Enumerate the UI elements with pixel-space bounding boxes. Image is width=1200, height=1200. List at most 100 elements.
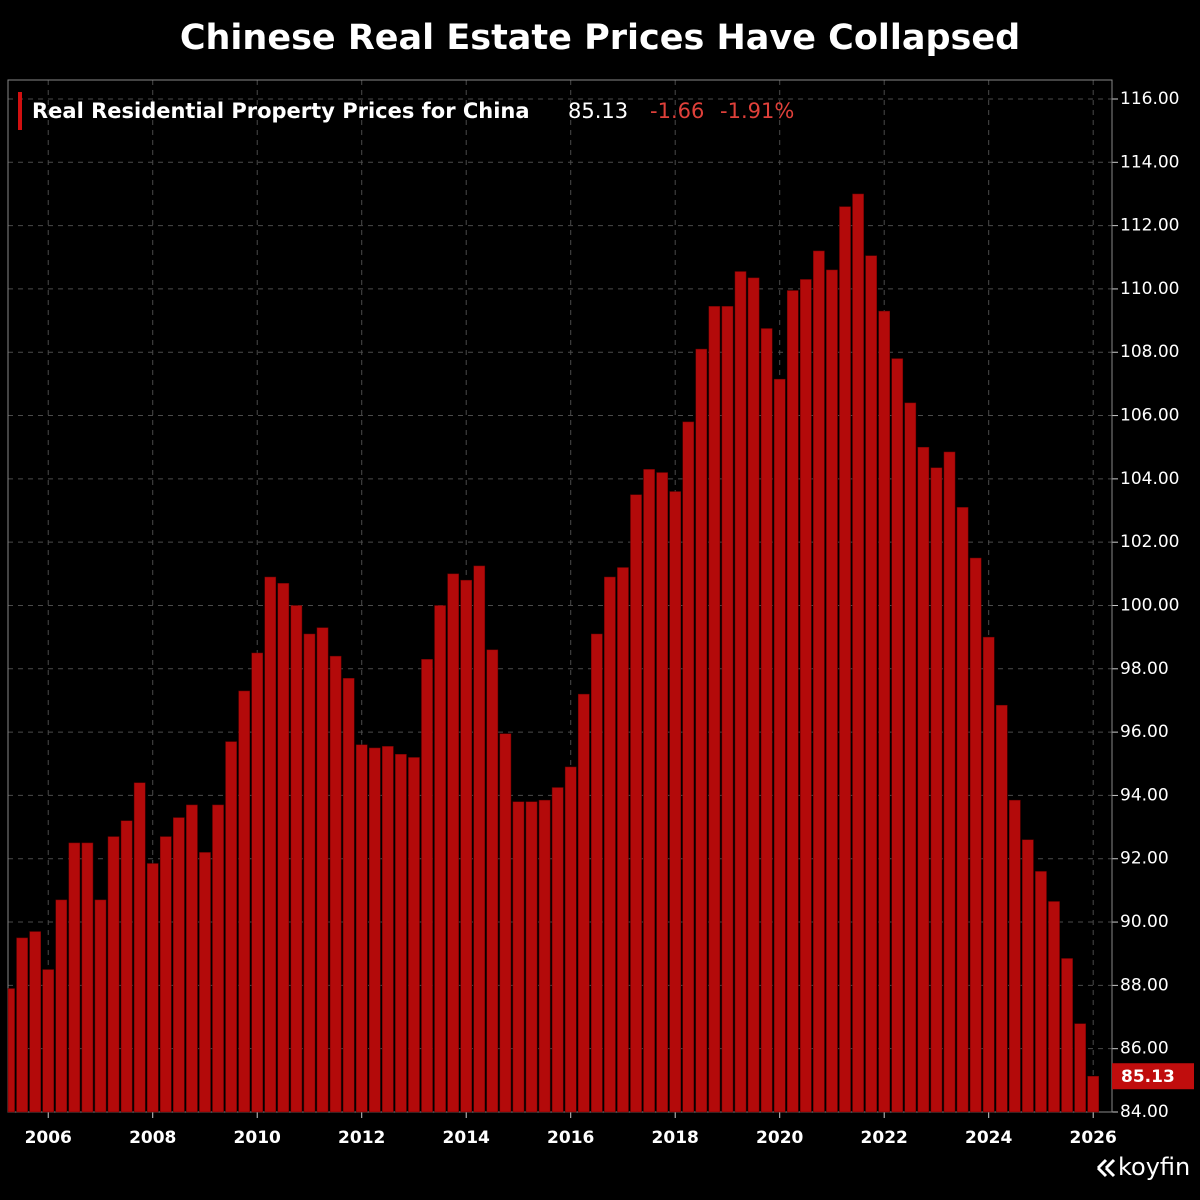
bar: [486, 649, 499, 1113]
y-tick-label: 108.00: [1120, 342, 1179, 362]
bar: [316, 627, 329, 1113]
brand-icon: [1096, 1158, 1116, 1178]
x-tick-label: 2024: [965, 1128, 1012, 1148]
bar: [982, 636, 995, 1113]
bar: [212, 804, 224, 1113]
x-tick-label: 2026: [1070, 1128, 1117, 1148]
bar: [721, 306, 734, 1113]
bar: [773, 378, 786, 1113]
y-tick-label: 94.00: [1120, 785, 1169, 805]
y-tick-label: 90.00: [1120, 912, 1169, 932]
y-tick-label: 106.00: [1120, 406, 1179, 426]
y-tick-label: 100.00: [1120, 595, 1179, 615]
bar: [225, 741, 237, 1113]
y-tick-label: 84.00: [1120, 1102, 1169, 1122]
y-tick-label: 86.00: [1120, 1039, 1169, 1059]
bar: [878, 310, 891, 1113]
y-tick-label: 112.00: [1120, 216, 1179, 236]
bar: [94, 899, 107, 1113]
bar: [1087, 1075, 1099, 1113]
bar: [577, 693, 590, 1113]
bar: [303, 633, 316, 1113]
bar: [1048, 901, 1060, 1113]
bar: [251, 652, 264, 1113]
x-tick-label: 2020: [756, 1128, 803, 1148]
bar: [16, 937, 28, 1113]
bar: [264, 576, 277, 1113]
bar: [800, 279, 812, 1113]
bar: [839, 206, 851, 1113]
legend-change-percent: -1.91%: [720, 99, 794, 123]
legend-change: -1.66: [650, 99, 704, 123]
y-tick-label: 114.00: [1120, 152, 1179, 172]
bar: [55, 899, 68, 1113]
bar: [107, 836, 120, 1113]
bar: [238, 690, 250, 1113]
bar: [447, 573, 459, 1113]
bar: [382, 746, 394, 1113]
bar: [395, 754, 407, 1113]
bar: [826, 269, 838, 1113]
bar: [460, 579, 473, 1113]
bar: [1074, 1023, 1086, 1113]
brand-name: koyfin: [1118, 1153, 1190, 1181]
y-tick-label: 102.00: [1120, 532, 1179, 552]
bar: [408, 757, 420, 1113]
bar: [669, 491, 682, 1113]
x-tick-label: 2022: [861, 1128, 908, 1148]
bar: [734, 271, 747, 1113]
y-tick-label: 116.00: [1120, 89, 1179, 109]
x-tick-label: 2012: [338, 1128, 385, 1148]
bar: [538, 799, 551, 1113]
brand-logo: koyfin: [1096, 1153, 1190, 1181]
last-value-tag: [1112, 1063, 1194, 1090]
x-tick-label: 2006: [25, 1128, 72, 1148]
x-tick-label: 2018: [652, 1128, 699, 1148]
bar: [891, 358, 904, 1113]
x-tick-label: 2010: [234, 1128, 281, 1148]
bar: [1035, 871, 1047, 1113]
bar: [499, 733, 512, 1113]
bar: [551, 787, 564, 1113]
bar: [956, 507, 969, 1113]
bar: [564, 766, 577, 1113]
bar: [995, 704, 1008, 1113]
bar: [355, 744, 368, 1113]
bar: [813, 250, 825, 1113]
bar: [133, 782, 146, 1113]
bar: [368, 747, 381, 1113]
bar: [146, 863, 159, 1113]
bar: [277, 583, 290, 1113]
y-tick-label: 92.00: [1120, 849, 1169, 869]
bar: [342, 678, 355, 1113]
bar: [434, 605, 446, 1113]
bar: [786, 290, 799, 1113]
y-tick-label: 110.00: [1120, 279, 1179, 299]
bar: [473, 565, 486, 1113]
bar: [1022, 839, 1034, 1113]
bar: [1061, 958, 1073, 1113]
bar: [747, 277, 760, 1113]
bar: [969, 557, 982, 1113]
y-tick-label: 98.00: [1120, 659, 1169, 679]
bar: [630, 494, 642, 1113]
bar: [186, 804, 198, 1113]
bar: [81, 842, 94, 1113]
bar: [643, 469, 655, 1113]
plot-area: 84.00 86.00 88.00 90.00 92.00 94.00 96.00 98.00…: [7, 79, 1194, 1148]
x-tick-label: 2014: [443, 1128, 490, 1148]
x-tick-label: 2008: [129, 1128, 176, 1148]
bar: [7, 988, 15, 1113]
bar: [159, 836, 172, 1113]
last-value-label: 85.13: [1121, 1067, 1175, 1087]
y-tick-label: 96.00: [1120, 722, 1169, 742]
y-tick-label: 104.00: [1120, 469, 1179, 489]
bar: [656, 472, 668, 1113]
bar: [1009, 799, 1021, 1113]
bar: [604, 576, 616, 1113]
bar: [865, 255, 877, 1113]
bar: [173, 817, 185, 1113]
bar: [525, 801, 538, 1113]
bar: [708, 306, 721, 1113]
